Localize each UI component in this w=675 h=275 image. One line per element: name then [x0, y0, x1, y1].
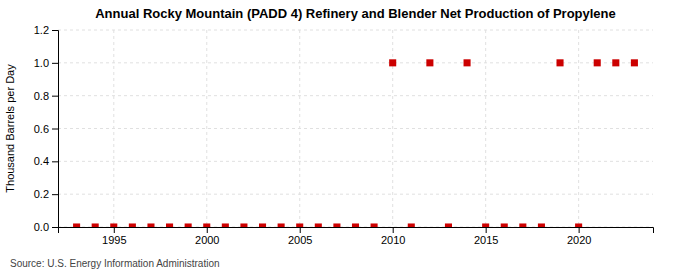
y-tick-mark — [52, 227, 58, 228]
points — [73, 59, 638, 227]
x-tick-mark — [579, 227, 580, 233]
x-tick-mark — [114, 227, 115, 233]
x-tick-mark — [300, 227, 301, 233]
grid-line-y — [58, 62, 653, 63]
y-tick-label: 1.2 — [34, 24, 49, 36]
point — [147, 223, 154, 227]
y-tick: 0.6 — [34, 123, 58, 135]
grid-line-y — [58, 95, 653, 96]
y-axis: 0.0 0.2 0.4 0.6 0.8 1.0 1.2 — [34, 24, 59, 233]
y-tick-label: 0.2 — [34, 188, 49, 200]
x-tick-mark — [393, 227, 394, 233]
y-tick-mark — [52, 96, 58, 97]
y-tick-mark — [52, 194, 58, 195]
grid — [58, 30, 653, 227]
point — [129, 223, 136, 227]
point — [259, 223, 266, 227]
grid-line-x — [578, 30, 579, 227]
y-tick-mark — [52, 30, 58, 31]
x-tick-label: 2000 — [195, 234, 219, 246]
point — [333, 223, 340, 227]
x-tick: 2015 — [474, 227, 498, 246]
x-tick: 2000 — [195, 227, 219, 246]
point — [352, 223, 359, 227]
point — [612, 59, 619, 66]
point — [166, 223, 173, 227]
point — [631, 59, 638, 66]
y-tick-label: 0.0 — [34, 221, 49, 233]
point — [296, 223, 303, 227]
point — [426, 59, 433, 66]
point — [464, 59, 471, 66]
plot-area: 1995 2000 2005 2010 2015 2020 0.0 0.2 0.4 0.6 0.8 1… — [34, 24, 654, 246]
point — [371, 223, 378, 227]
x-tick-label: 2015 — [474, 234, 498, 246]
y-tick-label: 0.4 — [34, 155, 49, 167]
y-tick: 1.2 — [34, 24, 58, 36]
title: Annual Rocky Mountain (PADD 4) Refinery … — [95, 6, 616, 21]
grid-line-y — [58, 30, 653, 31]
point — [519, 223, 526, 227]
x-tick-mark — [486, 227, 487, 233]
grid-line-y — [58, 161, 653, 162]
point — [501, 223, 508, 227]
grid-line-y — [58, 128, 653, 129]
point — [278, 223, 285, 227]
y-tick: 0.4 — [34, 155, 58, 167]
point — [222, 223, 229, 227]
chart: 1995 2000 2005 2010 2015 2020 0.0 0.2 0.4 0.6 0.8 1… — [0, 0, 675, 275]
point — [575, 223, 582, 227]
y-tick-mark — [52, 63, 58, 64]
point — [445, 223, 452, 227]
point — [203, 223, 210, 227]
grid-line-x — [206, 30, 207, 227]
point — [482, 223, 489, 227]
point — [92, 223, 99, 227]
y-tick-label: 0.8 — [34, 90, 49, 102]
x-tick: 2005 — [288, 227, 312, 246]
y-tick-mark — [52, 161, 58, 162]
x-tick-mark — [207, 227, 208, 233]
x-axis-line — [59, 228, 654, 234]
point — [110, 223, 117, 227]
y-tick: 0.8 — [34, 90, 58, 102]
point — [594, 59, 601, 66]
y-tick: 0.2 — [34, 188, 58, 200]
x-tick: 2010 — [381, 227, 405, 246]
y-tick-mark — [52, 129, 58, 130]
x-tick-label: 1995 — [102, 234, 126, 246]
x-tick-label: 2010 — [381, 234, 405, 246]
y-axis-line — [52, 31, 59, 228]
point — [185, 223, 192, 227]
point — [315, 223, 322, 227]
y-tick-label: 1.0 — [34, 57, 49, 69]
grid-line-y — [58, 194, 653, 195]
y-tick: 1.0 — [34, 57, 58, 69]
x-tick-label: 2005 — [288, 234, 312, 246]
y-tick-label: 0.6 — [34, 123, 49, 135]
point — [389, 59, 396, 66]
y-tick: 0.0 — [34, 221, 58, 233]
x-tick: 1995 — [102, 227, 126, 246]
y-axis-title: Thousand Barrels per Day — [4, 64, 16, 193]
annotation: Source: U.S. Energy Information Administ… — [10, 258, 220, 269]
x-axis: 1995 2000 2005 2010 2015 2020 — [59, 227, 654, 246]
point — [73, 223, 80, 227]
point — [556, 59, 563, 66]
point — [240, 223, 247, 227]
x-tick: 2020 — [567, 227, 591, 246]
x-tick-label: 2020 — [567, 234, 591, 246]
point — [408, 223, 415, 227]
point — [538, 223, 545, 227]
